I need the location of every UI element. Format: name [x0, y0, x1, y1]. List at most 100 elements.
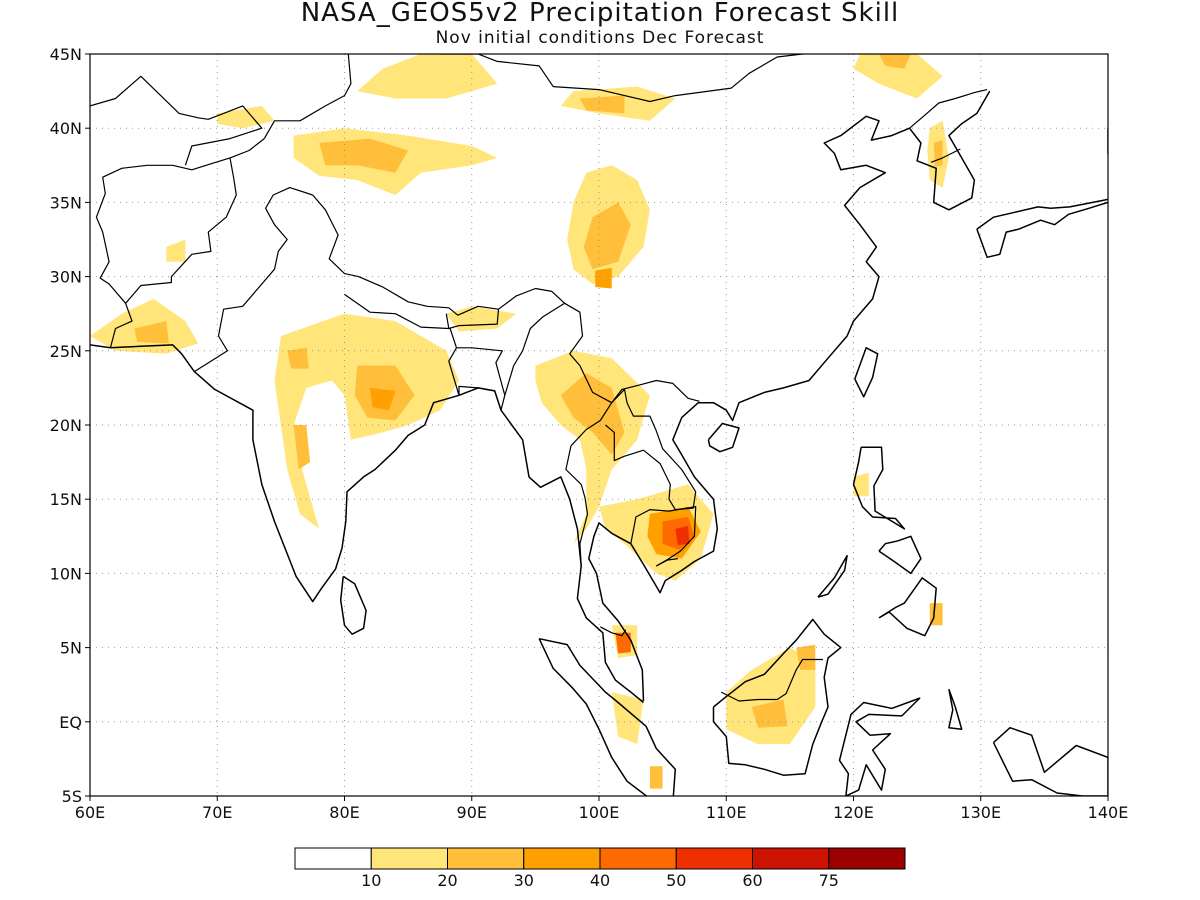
lon-tick-label: 70E [202, 803, 232, 822]
border-vietnam-cambodia-bord [656, 558, 678, 567]
axis-labels: 60E 70E 80E 90E 100E 110E 120E 130E 140E 45N 40N 35… [50, 45, 1129, 822]
skill-region-afghan-patch-level-1 [166, 239, 186, 262]
skill-region-mongolia-north-level-1 [357, 54, 498, 99]
border-kazakh [90, 75, 263, 166]
skill-region-korea-level-2 [933, 140, 943, 167]
skill-region-sumatra-patch-level-1 [611, 692, 644, 745]
skill-region-central-india-level-3 [370, 387, 396, 411]
coastline-japan-kyushu-honshu [976, 128, 1108, 230]
skill-region-borneo-level-2 [751, 699, 788, 728]
border-cambodia [630, 506, 697, 567]
border-india-pak [193, 187, 313, 373]
lat-tick-label: EQ [59, 713, 82, 732]
map-title: NASA_GEOS5v2 Precipitation Forecast Skil… [300, 0, 900, 28]
colorbar-swatch [828, 847, 906, 870]
border-bangladesh [448, 328, 506, 411]
lat-lon-grid [90, 54, 1108, 796]
colorbar-swatch [294, 847, 372, 870]
coastline-sri-lanka [339, 575, 367, 635]
colorbar-label: 40 [590, 871, 610, 890]
lat-tick-label: 25N [50, 342, 82, 361]
coastlines [90, 90, 1108, 796]
colorbar-label: 75 [819, 871, 839, 890]
colorbar-swatch [370, 847, 448, 870]
lat-tick-label: 15N [50, 490, 82, 509]
colorbar-label: 60 [742, 871, 762, 890]
skill-region-central-india-level-1 [274, 313, 459, 529]
coastline-palawan [817, 554, 848, 598]
colorbar-swatch [752, 847, 830, 870]
lon-tick-label: 120E [833, 803, 874, 822]
colorbar-label: 50 [666, 871, 686, 890]
skill-shading [90, 54, 949, 789]
skill-region-west-india-patch-level-2 [287, 347, 309, 369]
lat-tick-label: 35N [50, 193, 82, 212]
skill-region-cambodia-level-5 [675, 525, 690, 546]
coastline-gulf-of-thailand [588, 115, 910, 702]
lon-tick-label: 110E [706, 803, 747, 822]
skill-region-malaysia-north-level-4 [615, 632, 631, 654]
map-subtitle: Nov initial conditions Dec Forecast [435, 28, 765, 48]
border-myanmar-thai [565, 419, 601, 567]
lat-tick-label: 5N [60, 639, 82, 658]
skill-region-tarim-level-2 [319, 138, 409, 173]
lon-tick-label: 130E [960, 803, 1001, 822]
coastline-halmahera [948, 688, 963, 730]
skill-region-java-patch-level-2 [649, 766, 663, 789]
skill-region-north-china-plain-level-3 [595, 267, 612, 289]
coastline-new-guinea [992, 726, 1108, 796]
lon-tick-label: 60E [75, 803, 105, 822]
coastline-japan-south [976, 201, 1108, 259]
skill-region-borneo-ne-level-2 [796, 644, 816, 670]
border-himalaya [312, 194, 700, 404]
border-bhutan-bangladesh [448, 309, 500, 330]
coastline-borneo [712, 618, 842, 776]
border-pak-afg-india [125, 157, 237, 304]
lat-tick-label: 20N [50, 416, 82, 435]
border-china-mongolia [439, 54, 803, 103]
border-china-west [263, 54, 352, 139]
border-india-myanmar [504, 302, 565, 396]
border-nepal-south [344, 293, 450, 330]
lat-tick-label: 5S [62, 787, 82, 806]
colorbar-swatch [599, 847, 677, 870]
border-laos [599, 388, 697, 511]
coastline-visayas [878, 535, 922, 575]
lat-tick-label: 10N [50, 564, 82, 583]
colorbar-swatch [675, 847, 753, 870]
lat-tick-label: 40N [50, 119, 82, 138]
coastline-mindanao [878, 577, 937, 637]
lat-tick-label: 30N [50, 268, 82, 287]
lon-tick-label: 100E [579, 803, 620, 822]
coastline-korea-coast [908, 90, 991, 211]
skill-region-deccan-level-2 [293, 425, 311, 470]
lat-tick-label: 45N [50, 45, 82, 64]
skill-region-indochina-north-level-2 [560, 373, 625, 455]
coastline-luzon [852, 446, 906, 530]
lon-tick-label: 90E [457, 803, 487, 822]
border-korea-dmz [930, 148, 961, 163]
skill-region-fergana-level-1 [217, 105, 275, 129]
lon-tick-label: 80E [329, 803, 359, 822]
coastline-arabian-sea-coast [90, 344, 195, 373]
coastline-india-peninsula [193, 371, 460, 603]
skill-region-borneo-level-1 [726, 647, 816, 745]
colorbar-label: 20 [437, 871, 457, 890]
colorbar-label: 30 [514, 871, 534, 890]
colorbar: 10 20 30 40 50 60 75 [294, 847, 906, 890]
country-borders [90, 54, 988, 702]
skill-region-manchuria-level-2 [879, 54, 911, 69]
skill-region-north-china-plain-level-2 [583, 202, 631, 270]
colorbar-swatch [447, 847, 525, 870]
border-thai-malay [600, 626, 627, 637]
skill-region-iran-balochistan-level-2 [134, 321, 169, 344]
skill-region-inner-mongolia-level-2 [579, 95, 625, 114]
border-china-korea [909, 89, 988, 129]
skill-region-manchuria-level-1 [853, 54, 943, 99]
coastline-sumatra [538, 637, 677, 796]
border-malaysia-borneo [720, 658, 823, 702]
skill-region-nepal-level-1 [446, 306, 517, 332]
colorbar-swatch [523, 847, 601, 870]
coastline-sulawesi [838, 697, 921, 796]
lon-tick-label: 140E [1088, 803, 1129, 822]
